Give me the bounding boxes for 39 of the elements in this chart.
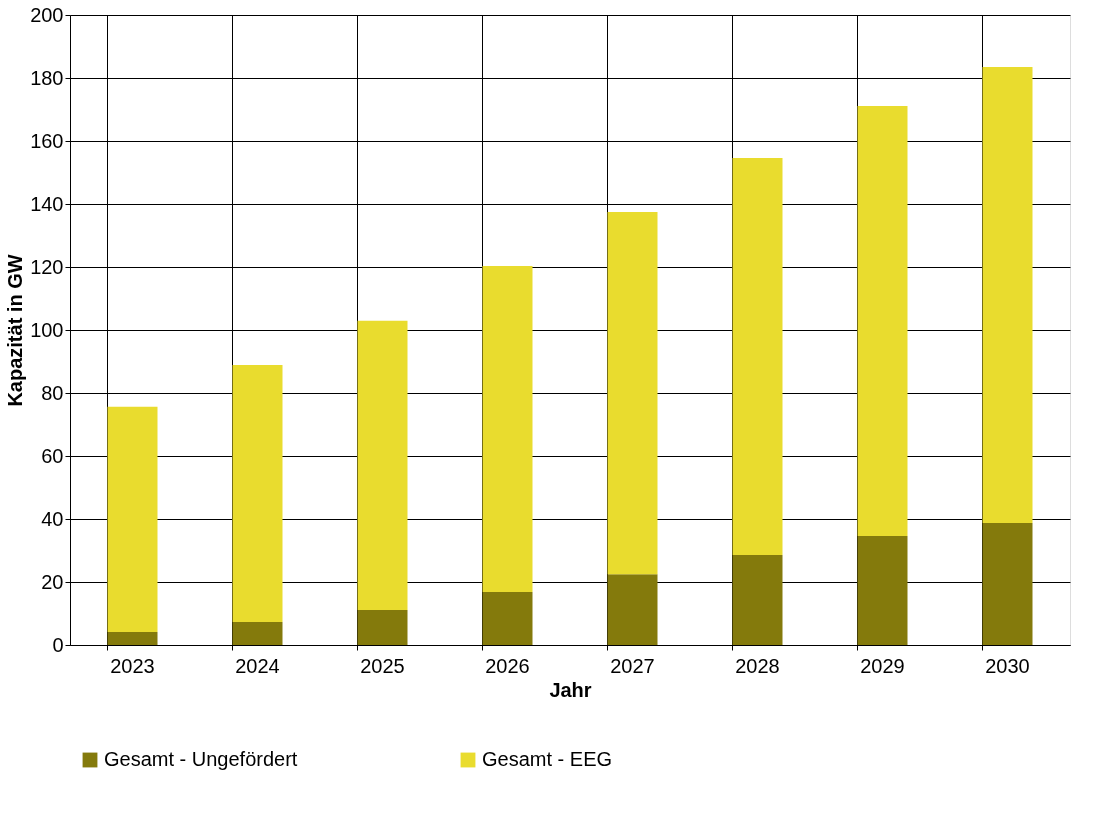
bar xyxy=(732,554,783,645)
bar xyxy=(482,592,533,645)
legend-label: Gesamt - Ungefördert xyxy=(104,748,298,770)
x-tick-label: 2030 xyxy=(985,654,1030,677)
bar xyxy=(607,211,658,575)
x-tick-label: 2027 xyxy=(610,654,655,677)
y-tick-label: 0 xyxy=(52,633,64,656)
x-tick-label: 2026 xyxy=(485,654,530,677)
legend-label: Gesamt - EEG xyxy=(482,748,613,770)
y-tick-label: 140 xyxy=(30,192,64,215)
bar xyxy=(857,106,908,537)
y-tick-label: 20 xyxy=(41,570,64,593)
y-tick-label: 160 xyxy=(30,129,64,152)
bar xyxy=(357,610,408,645)
bar xyxy=(482,266,533,593)
y-tick-label: 40 xyxy=(41,507,64,530)
x-tick-label: 2025 xyxy=(360,654,405,677)
bar xyxy=(357,320,408,611)
bar xyxy=(232,364,283,623)
y-tick-label: 200 xyxy=(30,3,64,26)
x-tick-label: 2024 xyxy=(235,654,280,677)
y-tick-label: 180 xyxy=(30,66,64,89)
bar xyxy=(107,406,158,633)
y-tick-label: 100 xyxy=(30,318,64,341)
x-tick-label: 2023 xyxy=(110,654,155,677)
bar xyxy=(232,622,283,645)
y-axis-title: Kapazität in GW xyxy=(4,254,27,407)
x-axis-title: Jahr xyxy=(549,678,592,701)
bar xyxy=(982,66,1033,524)
bar xyxy=(107,632,158,645)
x-tick-label: 2028 xyxy=(735,654,780,677)
bar xyxy=(607,574,658,645)
bar xyxy=(732,158,783,555)
y-tick-label: 120 xyxy=(30,255,64,278)
bar xyxy=(982,523,1033,645)
y-tick-label: 60 xyxy=(41,444,64,467)
bar xyxy=(857,536,908,645)
x-tick-label: 2029 xyxy=(860,654,905,677)
y-tick-label: 80 xyxy=(41,381,64,404)
